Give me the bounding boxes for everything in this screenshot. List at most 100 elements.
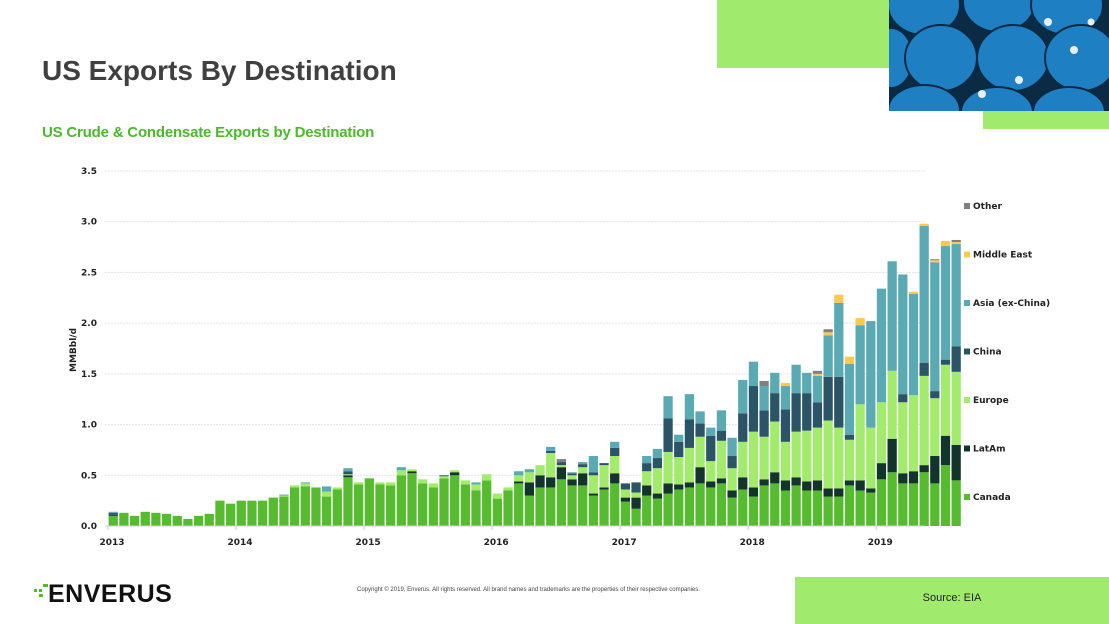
bar-segment-europe <box>791 431 801 478</box>
bar-segment-china <box>108 512 118 515</box>
bar-segment-middle-east <box>780 382 791 387</box>
bar-segment-latam <box>898 473 908 484</box>
bar-segment-europe <box>556 465 567 468</box>
y-tick-label: 3.5 <box>81 167 97 177</box>
y-tick-label: 0.0 <box>81 522 97 532</box>
y-tick-label: 1.0 <box>81 421 97 431</box>
bar-segment-asia-ex-china <box>791 364 801 394</box>
bar-segment-canada <box>876 479 887 526</box>
bar-segment-europe <box>887 370 897 439</box>
bar-segment-canada <box>930 483 940 526</box>
bar-segment-canada <box>247 500 257 526</box>
legend-swatch <box>964 251 970 258</box>
bar-segment-asia-ex-china <box>716 410 727 431</box>
bar-segment-asia-ex-china <box>887 261 897 371</box>
bar-segment-europe <box>482 474 492 481</box>
bar-segment-asia-ex-china <box>706 427 716 436</box>
bar-segment-asia-ex-china <box>866 321 876 428</box>
bar-segment-middle-east <box>844 356 855 364</box>
legend-item: LatAm <box>964 445 1005 455</box>
bar-segment-asia-ex-china <box>396 467 406 471</box>
y-tick-label: 2.5 <box>81 268 97 278</box>
bar-segment-europe <box>663 451 673 484</box>
bar-segment-china <box>684 419 695 448</box>
bar-segment-latam <box>951 444 961 481</box>
bar-segment-canada <box>183 518 193 526</box>
bar-segment-canada <box>396 475 406 526</box>
bar-segment-china <box>823 376 833 421</box>
y-tick-label: 2.0 <box>81 319 97 329</box>
bar-segment-canada <box>588 495 599 526</box>
x-tick-label: 2015 <box>356 538 381 548</box>
bar-segment-asia-ex-china <box>855 325 865 405</box>
bar-segment-europe <box>535 465 545 476</box>
bar-segment-europe <box>706 461 716 482</box>
bar-segment-latam <box>791 477 801 486</box>
bar-segment-latam <box>716 478 727 484</box>
bar-segment-europe <box>396 470 406 476</box>
bar-segment-canada <box>663 493 673 526</box>
bar-segment-latam <box>108 514 118 516</box>
bar-segment-latam <box>855 480 865 491</box>
bar-segment-canada <box>204 513 214 526</box>
bar-segment-china <box>588 472 599 476</box>
bar-segment-middle-east <box>834 294 844 303</box>
bar-segment-asia-ex-china <box>663 396 673 419</box>
bar-segment-canada <box>471 490 481 526</box>
chart-subtitle: US Crude & Condensate Exports by Destina… <box>42 124 375 141</box>
bar-segment-canada <box>727 497 737 526</box>
bar-segment-europe <box>748 431 759 488</box>
bar-segment-canada <box>940 465 951 526</box>
bar-segment-europe <box>919 375 929 466</box>
x-tick-label: 2017 <box>612 538 637 548</box>
bar-segment-china <box>546 450 556 453</box>
bar-segment-latam <box>780 480 791 491</box>
bar-segment-latam <box>823 488 833 497</box>
legend-item: Other <box>964 202 1002 212</box>
bar-segment-canada <box>119 512 129 526</box>
bar-segment-canada <box>791 485 801 526</box>
bar-segment-middle-east <box>930 260 940 263</box>
bar-segment-canada <box>343 477 353 526</box>
bar-segment-europe <box>503 487 513 491</box>
bar-segment-canada <box>631 508 641 526</box>
bar-segment-china <box>556 462 567 466</box>
bar-segment-europe <box>738 441 748 478</box>
bar-segment-canada <box>428 487 438 526</box>
bar-segment-asia-ex-china <box>898 274 908 395</box>
gridlines <box>105 170 925 476</box>
bar-segment-europe <box>855 404 865 481</box>
bar-segment-asia-ex-china <box>588 456 599 473</box>
bar-segment-latam <box>738 477 748 490</box>
bar-segment-asia-ex-china <box>930 262 940 392</box>
bar-segment-latam <box>759 479 769 486</box>
bar-segment-europe <box>578 467 588 474</box>
bar-segment-latam <box>610 473 620 484</box>
bar-segment-china <box>578 464 588 468</box>
bar-segment-asia-ex-china <box>546 446 556 451</box>
bar-segment-asia-ex-china <box>759 386 769 411</box>
bar-segment-canada <box>770 483 780 526</box>
bar-segment-latam <box>514 481 524 484</box>
bar-segment-europe <box>279 495 289 497</box>
bar-segment-europe <box>951 371 961 445</box>
bar-segment-europe <box>439 476 449 479</box>
bars <box>108 223 961 526</box>
bar-segment-latam <box>674 484 684 490</box>
bar-segment-europe <box>652 468 663 494</box>
bar-segment-asia-ex-china <box>908 293 919 396</box>
bar-segment-canada <box>225 503 236 526</box>
bar-segment-canada <box>322 496 332 526</box>
bar-segment-canada <box>129 515 140 526</box>
bar-segment-europe <box>450 470 460 473</box>
bar-segment-europe <box>300 483 310 487</box>
bar-segment-europe <box>428 483 438 488</box>
bar-segment-europe <box>567 475 577 480</box>
bar-segment-canada <box>460 484 470 526</box>
bar-segment-canada <box>674 489 684 526</box>
page-title: US Exports By Destination <box>42 55 397 86</box>
legend-swatch <box>964 300 970 306</box>
bar-segment-canada <box>834 496 844 526</box>
bar-segment-canada <box>300 486 310 526</box>
bar-segment-china <box>812 402 823 428</box>
